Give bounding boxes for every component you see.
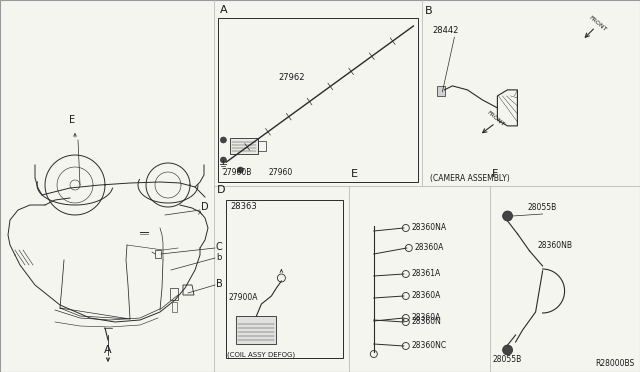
- Bar: [437, 86, 445, 96]
- Bar: [155, 250, 161, 258]
- Text: R28000BS: R28000BS: [596, 359, 635, 368]
- Text: A: A: [220, 5, 228, 15]
- Text: 27900A: 27900A: [228, 293, 258, 302]
- Text: b: b: [216, 253, 221, 262]
- Bar: [236, 316, 276, 344]
- Text: 28055B: 28055B: [493, 355, 522, 364]
- Text: F: F: [492, 169, 498, 179]
- Text: FRONT: FRONT: [588, 15, 607, 33]
- Text: 28361A: 28361A: [412, 269, 441, 279]
- Text: 27960B: 27960B: [223, 168, 252, 177]
- Text: E: E: [351, 169, 358, 179]
- Text: 28360A: 28360A: [412, 314, 441, 323]
- Text: 27962: 27962: [278, 73, 305, 82]
- Bar: [172, 302, 177, 312]
- Circle shape: [502, 211, 513, 221]
- Text: 28360A: 28360A: [412, 292, 441, 301]
- Text: D: D: [216, 185, 225, 195]
- Text: 28442: 28442: [433, 26, 459, 35]
- Circle shape: [220, 157, 227, 163]
- Text: 28360NA: 28360NA: [412, 224, 447, 232]
- Text: E: E: [69, 115, 75, 125]
- Bar: [170, 288, 178, 300]
- Text: FRONT: FRONT: [485, 110, 505, 128]
- Bar: [259, 141, 266, 151]
- Bar: [230, 138, 259, 154]
- Text: B: B: [424, 6, 432, 16]
- Text: 27960: 27960: [268, 168, 292, 177]
- Bar: [227, 200, 343, 358]
- Text: 28360NB: 28360NB: [538, 241, 573, 250]
- Text: 28360NC: 28360NC: [412, 341, 447, 350]
- Text: 28360N: 28360N: [412, 317, 442, 327]
- Circle shape: [502, 345, 513, 355]
- Text: (CAMERA ASSEMBLY): (CAMERA ASSEMBLY): [431, 174, 510, 183]
- Circle shape: [237, 167, 243, 173]
- Text: D: D: [201, 202, 209, 212]
- Circle shape: [220, 137, 227, 143]
- Text: 28055B: 28055B: [527, 203, 557, 212]
- Bar: [218, 18, 419, 182]
- Text: 28363: 28363: [230, 202, 257, 211]
- Text: B: B: [216, 279, 223, 289]
- Text: C: C: [216, 242, 223, 252]
- Text: (COIL ASSY DEFOG): (COIL ASSY DEFOG): [227, 351, 296, 357]
- Text: 28360A: 28360A: [415, 244, 444, 253]
- Text: A: A: [104, 345, 112, 355]
